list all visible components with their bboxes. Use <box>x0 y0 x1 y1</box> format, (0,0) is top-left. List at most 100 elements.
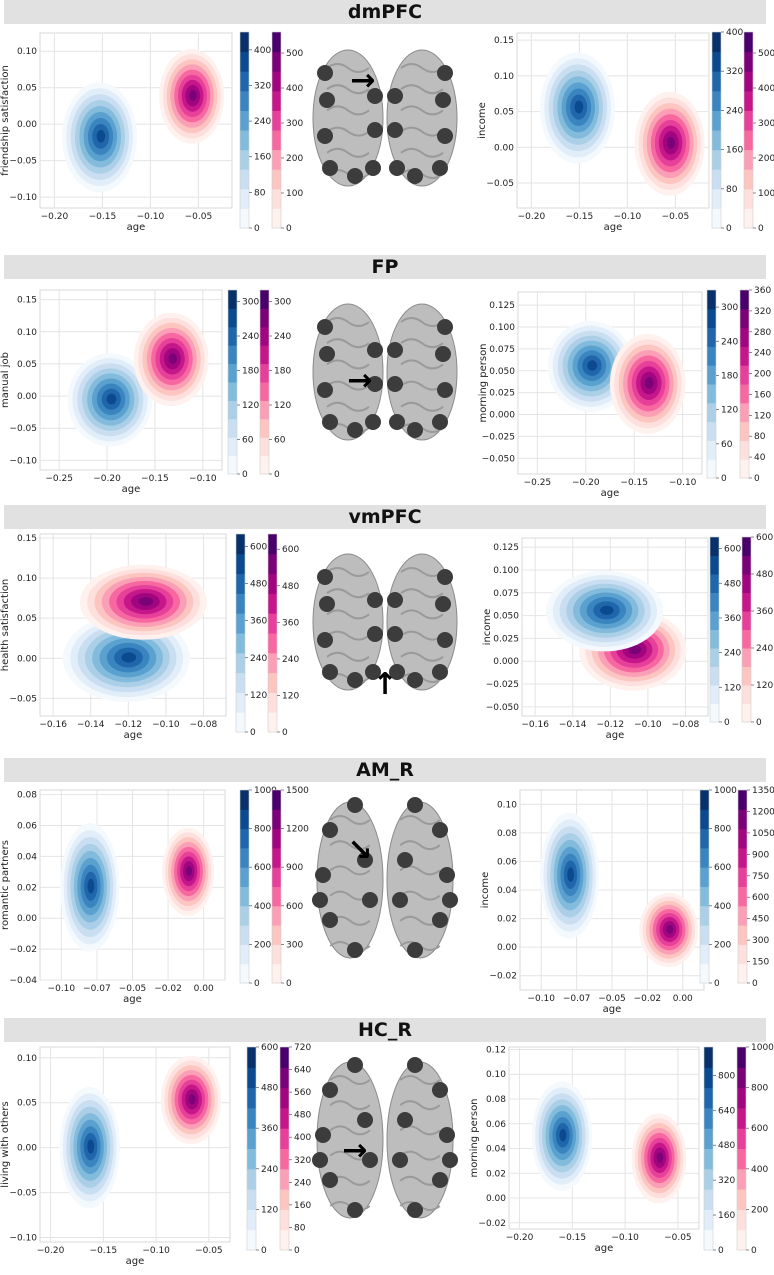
density-layer <box>59 1055 222 1209</box>
brain-node <box>312 1152 328 1168</box>
colorbar-frame <box>271 789 282 984</box>
colorbar-segment <box>710 685 719 704</box>
x-axis-label: age <box>604 222 623 233</box>
y-tick-label: −0.10 <box>9 456 37 466</box>
y-tick-label: 0.15 <box>17 534 37 544</box>
y-tick-label: 0.02 <box>497 915 517 925</box>
x-tick-label: −0.12 <box>115 720 143 730</box>
brain-sulcus <box>326 84 370 95</box>
y-tick-label: 0.100 <box>489 323 515 333</box>
colorbar-segment <box>260 290 269 309</box>
colorbar-segment <box>712 130 721 151</box>
y-axis-label: income <box>480 872 491 909</box>
colorbar-tick-label: 1500 <box>286 786 309 796</box>
colorbar-tick-label: 0 <box>282 728 288 738</box>
colorbar-segment <box>268 573 277 594</box>
y-tick-label: 0.100 <box>493 566 519 576</box>
colorbar-tick-label: 400 <box>254 46 271 56</box>
y-tick-label: −0.05 <box>9 424 37 434</box>
colorbar-tick-label: 160 <box>254 153 271 163</box>
colorbar-segment <box>247 1148 256 1170</box>
colorbar-tick-label: 0 <box>286 979 292 989</box>
colorbar-tick-label: 400 <box>254 902 271 912</box>
brain-node <box>439 1127 455 1143</box>
colorbar-tick-label: 360 <box>754 286 771 296</box>
colorbar-segment <box>247 1168 256 1190</box>
colorbar-tick-label: 240 <box>261 1165 278 1175</box>
brain-sulcus <box>399 1075 441 1085</box>
brain-node <box>319 596 335 612</box>
colorbar-segment <box>737 1229 746 1251</box>
colorbar-segment <box>240 51 249 72</box>
colorbar-segment <box>737 1087 746 1109</box>
colorbar-tick-label: 800 <box>714 825 731 835</box>
y-tick-label: −0.02 <box>478 1219 506 1229</box>
colorbar-segment <box>740 421 749 441</box>
y-tick-label: 0.08 <box>497 829 517 839</box>
brain-node <box>362 892 378 908</box>
colorbar-segment <box>700 847 709 868</box>
y-tick-label: 0.12 <box>486 1045 506 1055</box>
density-contour-pink <box>666 136 675 149</box>
colorbar-tick-label: 120 <box>250 691 267 701</box>
x-axis-label: age <box>601 488 620 499</box>
colorbar-pink: 0 60 120 180 240 300 <box>259 289 291 480</box>
colorbar-tick-label: 560 <box>294 1088 311 1098</box>
brain-node <box>389 160 405 176</box>
colorbar-segment <box>740 440 749 460</box>
colorbar-segment <box>268 712 277 733</box>
pointer-arrow-icon: → <box>347 363 372 398</box>
colorbar-segment <box>228 290 237 309</box>
brain-sulcus <box>400 380 444 391</box>
colorbar-segment <box>272 169 281 190</box>
brain-hemisphere <box>312 49 384 187</box>
brain-sulcus <box>400 651 444 662</box>
brain-hemisphere <box>312 553 384 691</box>
colorbar-segment <box>272 149 281 170</box>
brain-node <box>367 88 383 104</box>
colorbar-segment <box>707 440 716 460</box>
colorbar-segment <box>712 169 721 190</box>
colorbar-segment <box>236 652 245 674</box>
colorbar-tick-label: 500 <box>286 49 303 59</box>
brain-sulcus <box>400 567 444 577</box>
colorbar-tick-label: 240 <box>754 349 771 359</box>
colorbar-tick-label: 480 <box>718 1141 735 1151</box>
colorbar-segment <box>710 648 719 667</box>
brain-node <box>397 852 413 868</box>
colorbar-segment <box>272 886 281 907</box>
colorbar-segment <box>272 71 281 92</box>
colorbar-blue: 0 160 320 480 640 800 <box>703 1046 735 1256</box>
density-contour-pink <box>168 353 177 364</box>
y-tick-label: 0.10 <box>17 1054 37 1064</box>
colorbar-tick-label: 480 <box>261 1084 278 1094</box>
colorbar-tick-label: 120 <box>274 401 291 411</box>
brain-sulcus <box>399 1150 441 1161</box>
colorbar-segment <box>700 867 709 887</box>
colorbar-segment <box>710 611 719 630</box>
colorbar-tick-label: 400 <box>758 84 774 94</box>
brain-node <box>432 664 448 680</box>
x-axis-label: age <box>124 730 143 741</box>
colorbar-tick-label: 1000 <box>254 786 277 796</box>
colorbar-tick-label: 0 <box>250 728 256 738</box>
colorbar-tick-label: 240 <box>282 655 299 665</box>
x-axis-label: age <box>126 1256 145 1267</box>
density-plot: −0.10 −0.07 −0.05 −0.02 0.00 −0.04 −0.02 0.00 0.… <box>0 786 309 1005</box>
brain-node <box>442 892 458 908</box>
colorbar-tick-label: 1200 <box>752 807 774 817</box>
colorbar-segment <box>707 308 716 329</box>
x-axis-label: age <box>123 994 142 1005</box>
brain-node <box>432 1082 448 1098</box>
colorbar-tick-label: 0 <box>274 470 280 480</box>
x-tick-label: −0.02 <box>154 984 182 994</box>
y-tick-label: 0.050 <box>489 367 515 377</box>
colorbar-tick-label: 0 <box>721 474 727 484</box>
colorbar-segment <box>268 652 277 674</box>
colorbar-segment <box>744 169 753 190</box>
x-tick-label: −0.10 <box>614 212 642 222</box>
brain-node <box>367 592 383 608</box>
brain-node <box>347 1057 363 1073</box>
brain-hemisphere <box>312 303 384 441</box>
brain-node <box>432 822 448 838</box>
